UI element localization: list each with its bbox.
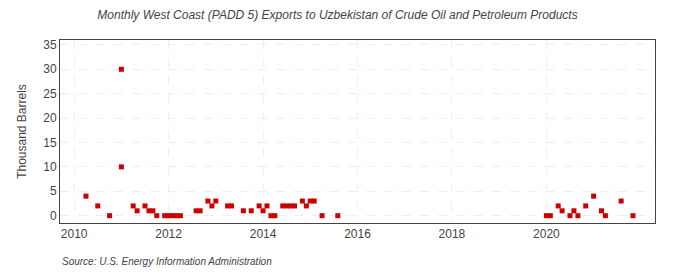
svg-text:0: 0	[50, 209, 57, 223]
svg-text:2016: 2016	[344, 227, 371, 241]
svg-text:2014: 2014	[250, 227, 277, 241]
svg-text:20: 20	[43, 111, 57, 125]
svg-text:25: 25	[43, 87, 57, 101]
svg-text:2020: 2020	[533, 227, 560, 241]
svg-text:Monthly West Coast (PADD 5) Ex: Monthly West Coast (PADD 5) Exports to U…	[97, 8, 577, 22]
svg-text:2018: 2018	[439, 227, 466, 241]
svg-text:15: 15	[43, 136, 57, 150]
svg-text:30: 30	[43, 62, 57, 76]
svg-text:5: 5	[50, 184, 57, 198]
svg-text:Source: U.S. Energy Informatio: Source: U.S. Energy Information Administ…	[62, 256, 272, 267]
svg-text:10: 10	[43, 160, 57, 174]
svg-text:35: 35	[43, 38, 57, 52]
svg-text:2012: 2012	[155, 227, 182, 241]
svg-text:Thousand Barrels: Thousand Barrels	[15, 84, 29, 179]
svg-text:2010: 2010	[61, 227, 88, 241]
